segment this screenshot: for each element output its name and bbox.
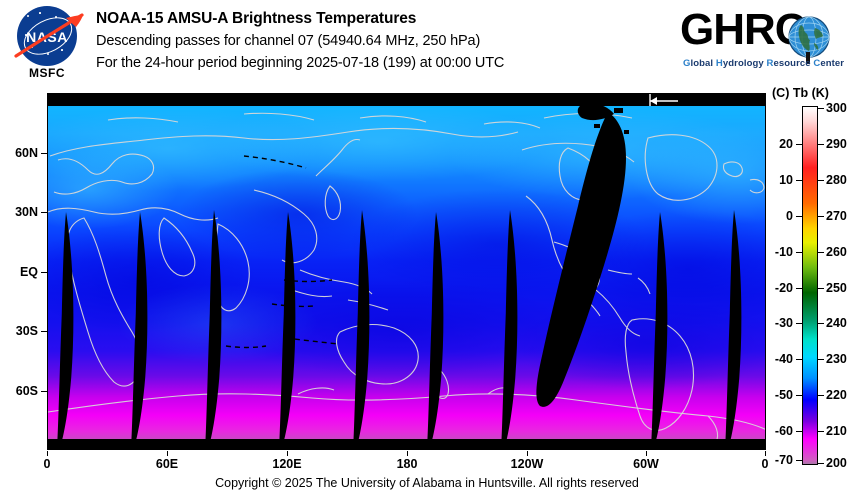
kelvin-label: 250 [826, 281, 847, 295]
data-gap-layer [56, 103, 742, 449]
x-tick [527, 451, 528, 456]
y-tick [41, 331, 47, 332]
kelvin-tick [818, 144, 824, 145]
kelvin-label: 290 [826, 137, 847, 151]
ghrc-logo: GHRC Global Hydrology Resource Center [680, 6, 848, 78]
page-header: NASA MSFC NOAA-15 AMSU-A Brightness Temp… [0, 0, 854, 90]
x-tick [765, 451, 766, 456]
celsius-label: 20 [779, 137, 793, 151]
celsius-tick [796, 288, 802, 289]
kelvin-label: 210 [826, 424, 847, 438]
kelvin-tick [818, 323, 824, 324]
kelvin-tick [818, 431, 824, 432]
ghrc-globe-stand [806, 52, 810, 64]
ghrc-wordmark: GHRC [680, 5, 807, 54]
celsius-tick [796, 460, 802, 461]
y-tick-label: 30S [15, 324, 38, 338]
map-data-layer [48, 94, 765, 449]
msfc-label: MSFC [29, 66, 65, 80]
y-tick [41, 212, 47, 213]
celsius-label: -60 [774, 424, 793, 438]
x-tick-label: 120E [272, 457, 302, 471]
celsius-label: 0 [786, 209, 793, 223]
y-tick [41, 391, 47, 392]
copyright-notice: Copyright © 2025 The University of Alaba… [215, 476, 639, 490]
subtitle-period: For the 24-hour period beginning 2025-07… [96, 55, 505, 71]
x-tick [167, 451, 168, 456]
map-top-border [48, 94, 765, 106]
kelvin-tick [818, 463, 824, 464]
kelvin-label: 300 [826, 101, 847, 115]
kelvin-label: 280 [826, 173, 847, 187]
kelvin-label: 260 [826, 245, 847, 259]
x-tick [407, 451, 408, 456]
kelvin-tick [818, 359, 824, 360]
nasa-swoosh-icon [14, 13, 84, 58]
celsius-label: -70 [774, 453, 793, 467]
x-tick [287, 451, 288, 456]
subtitle-channel: Descending passes for channel 07 (54940.… [96, 33, 481, 49]
kelvin-tick [818, 180, 824, 181]
x-tick [47, 451, 48, 456]
celsius-label: -10 [774, 245, 793, 259]
kelvin-tick [818, 108, 824, 109]
title-block: NOAA-15 AMSU-A Brightness Temperatures D… [96, 8, 676, 74]
y-tick-label: 60S [15, 384, 38, 398]
ascending-node-marker-icon [649, 94, 678, 106]
x-tick [646, 451, 647, 456]
celsius-tick [796, 323, 802, 324]
celsius-label: -50 [774, 388, 793, 402]
y-tick [41, 272, 47, 273]
kelvin-tick [818, 216, 824, 217]
celsius-label: -20 [774, 281, 793, 295]
kelvin-label: 270 [826, 209, 847, 223]
celsius-label: 10 [779, 173, 793, 187]
map-bottom-border [48, 439, 765, 449]
celsius-label: -30 [774, 316, 793, 330]
colorbar-gradient [802, 106, 818, 465]
celsius-tick [796, 216, 802, 217]
celsius-tick [796, 431, 802, 432]
nasa-logo: NASA MSFC [8, 6, 86, 84]
x-tick-label: 0 [761, 457, 769, 471]
celsius-tick [796, 180, 802, 181]
celsius-tick [796, 395, 802, 396]
x-tick-label: 180 [396, 457, 418, 471]
y-tick-label: 30N [15, 205, 38, 219]
page-title: NOAA-15 AMSU-A Brightness Temperatures [96, 10, 417, 27]
colorbar-title: (C) Tb (K) [772, 86, 829, 100]
colorbar[interactable] [802, 106, 818, 465]
kelvin-label: 240 [826, 316, 847, 330]
kelvin-tick [818, 252, 824, 253]
celsius-tick [796, 144, 802, 145]
y-tick [41, 153, 47, 154]
kelvin-tick [818, 288, 824, 289]
kelvin-label: 220 [826, 388, 847, 402]
kelvin-label: 200 [826, 456, 847, 470]
kelvin-label: 230 [826, 352, 847, 366]
x-tick-label: 60W [633, 457, 659, 471]
x-tick-label: 0 [43, 457, 51, 471]
x-tick-label: 120W [510, 457, 544, 471]
celsius-label: -40 [774, 352, 793, 366]
y-tick-label: EQ [19, 265, 38, 279]
ghrc-subtitle: Global Hydrology Resource Center [683, 58, 845, 69]
kelvin-tick [818, 395, 824, 396]
y-tick-label: 60N [15, 146, 38, 160]
brightness-temperature-map[interactable] [47, 93, 766, 450]
celsius-tick [796, 252, 802, 253]
celsius-tick [796, 359, 802, 360]
x-tick-label: 60E [155, 457, 179, 471]
